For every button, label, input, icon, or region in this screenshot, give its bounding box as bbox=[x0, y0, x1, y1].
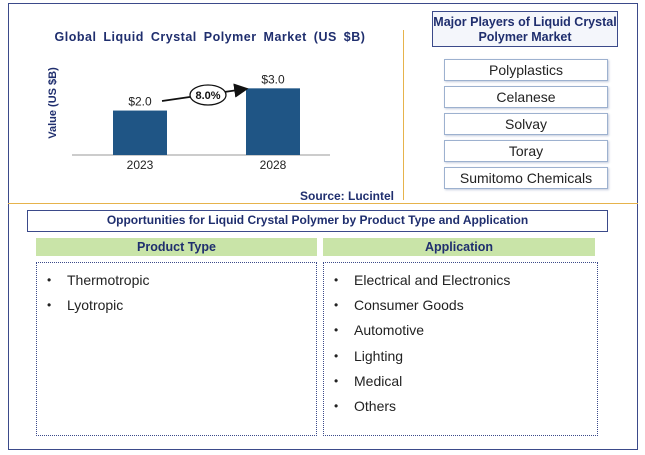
bar-2023 bbox=[113, 110, 167, 155]
players-list: Polyplastics Celanese Solvay Toray Sumit… bbox=[444, 59, 608, 194]
opportunities-title: Opportunities for Liquid Crystal Polymer… bbox=[27, 210, 608, 232]
value-label-2023: $2.0 bbox=[128, 95, 152, 109]
x-tick-label-2023: 2023 bbox=[127, 158, 154, 172]
player-item: Polyplastics bbox=[444, 59, 608, 81]
source-label: Source: Lucintel bbox=[300, 189, 395, 203]
player-item: Celanese bbox=[444, 86, 608, 108]
product-type-box: Thermotropic Lyotropic bbox=[36, 262, 317, 436]
player-item: Toray bbox=[444, 140, 608, 162]
vertical-divider bbox=[403, 30, 404, 200]
chart-title: Global Liquid Crystal Polymer Market (US… bbox=[54, 30, 366, 44]
player-item: Solvay bbox=[444, 113, 608, 135]
product-type-item: Lyotropic bbox=[47, 296, 316, 321]
application-item: Electrical and Electronics bbox=[334, 271, 597, 296]
application-item: Automotive bbox=[334, 321, 597, 346]
application-item: Others bbox=[334, 397, 597, 422]
y-axis-label: Value (US $B) bbox=[47, 67, 59, 139]
application-item: Consumer Goods bbox=[334, 296, 597, 321]
cagr-ellipse bbox=[189, 84, 227, 106]
players-title: Major Players of Liquid Crystal Polymer … bbox=[432, 11, 618, 47]
application-box: Electrical and Electronics Consumer Good… bbox=[323, 262, 598, 436]
product-type-item: Thermotropic bbox=[47, 271, 316, 296]
infographic-frame bbox=[8, 3, 638, 450]
bar-chart: Value (US $B) $2.0 2023 $3.0 2028 8.0% bbox=[47, 67, 330, 172]
value-label-2028: $3.0 bbox=[261, 72, 285, 86]
application-header: Application bbox=[323, 238, 595, 256]
horizontal-divider bbox=[8, 203, 638, 204]
x-tick-label-2028: 2028 bbox=[260, 158, 287, 172]
product-type-header: Product Type bbox=[36, 238, 317, 256]
bar-2028 bbox=[246, 88, 300, 155]
application-item: Medical bbox=[334, 372, 597, 397]
application-item: Lighting bbox=[334, 347, 597, 372]
player-item: Sumitomo Chemicals bbox=[444, 167, 608, 189]
cagr-label: 8.0% bbox=[195, 90, 220, 102]
